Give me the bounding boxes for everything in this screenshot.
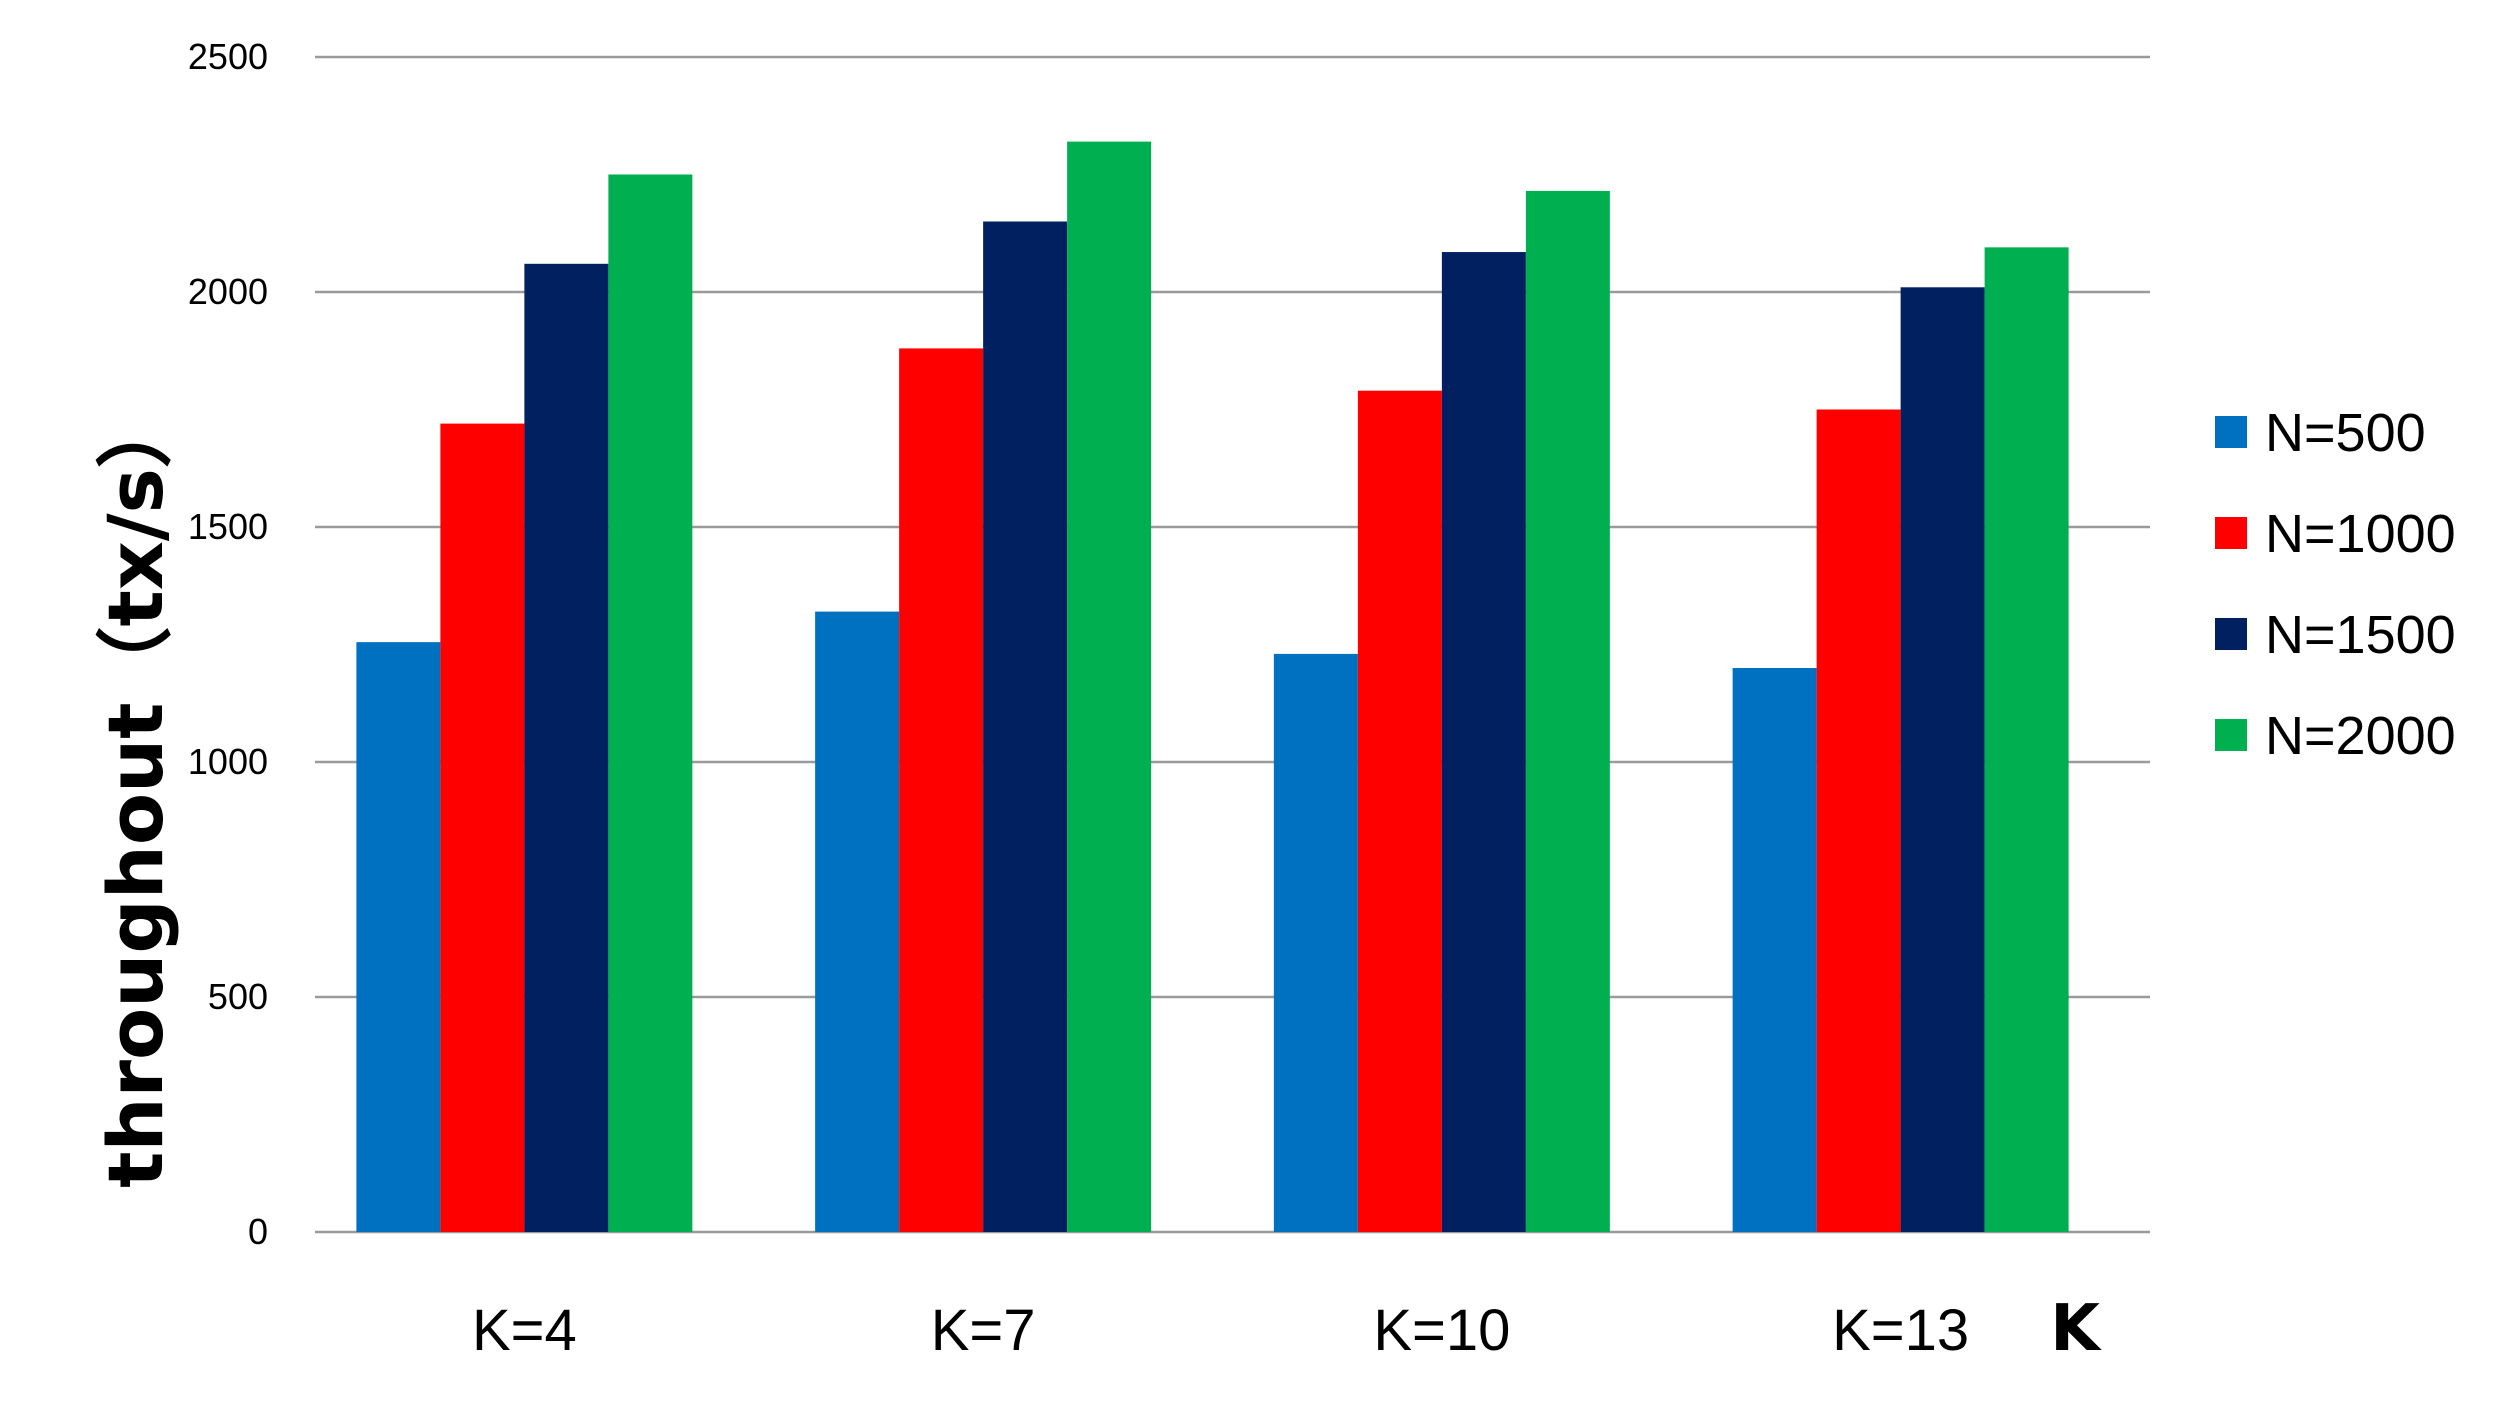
y-tick-label: 2000	[188, 271, 268, 312]
legend-swatch	[2215, 517, 2247, 549]
bar-n-1000-k-10	[1357, 390, 1442, 1232]
x-category-label: K=4	[472, 1298, 577, 1363]
bar-n-1000-k-7	[899, 348, 984, 1232]
legend-swatch	[2215, 416, 2247, 448]
bars	[356, 141, 2069, 1233]
bar-n-1500-k-4	[524, 263, 609, 1232]
bar-n-500-k-10	[1273, 653, 1358, 1232]
bar-n-2000-k-10	[1525, 190, 1610, 1233]
bar-n-1000-k-4	[440, 423, 525, 1233]
legend-swatch	[2215, 618, 2247, 650]
x-category-label: K=13	[1832, 1298, 1969, 1363]
legend: N=500 N=1000 N=1500 N=2000	[2215, 403, 2456, 766]
bar-n-1500-k-7	[983, 221, 1068, 1232]
y-axis-title: throughout（tx/s）	[91, 392, 180, 1188]
legend-label: N=1000	[2265, 504, 2456, 564]
bar-n-500-k-13	[1732, 668, 1817, 1232]
y-tick-label: 1500	[188, 506, 268, 547]
legend-label: N=500	[2265, 403, 2426, 463]
bar-n-2000-k-13	[1984, 247, 2069, 1233]
x-axis-categories: K=4 K=7 K=10 K=13	[472, 1298, 1969, 1363]
bar-n-2000-k-7	[1067, 141, 1152, 1233]
legend-label: N=2000	[2265, 706, 2456, 766]
legend-label: N=1500	[2265, 605, 2456, 665]
legend-swatch	[2215, 719, 2247, 751]
bar-n-1500-k-13	[1900, 287, 1985, 1232]
x-category-label: K=7	[931, 1298, 1036, 1363]
y-tick-label: 2500	[188, 36, 268, 77]
bar-n-1500-k-10	[1441, 252, 1526, 1233]
bar-n-500-k-7	[815, 611, 900, 1232]
bar-n-1000-k-13	[1816, 409, 1901, 1232]
bar-n-2000-k-4	[608, 174, 693, 1232]
y-tick-label: 0	[248, 1211, 268, 1252]
bar-n-500-k-4	[356, 642, 441, 1232]
y-axis-ticks: 0 500 1000 1500 2000 2500	[188, 36, 268, 1252]
x-axis-title: K	[2050, 1292, 2102, 1366]
y-tick-label: 500	[208, 976, 268, 1017]
y-tick-label: 1000	[188, 741, 268, 782]
x-category-label: K=10	[1373, 1298, 1510, 1363]
